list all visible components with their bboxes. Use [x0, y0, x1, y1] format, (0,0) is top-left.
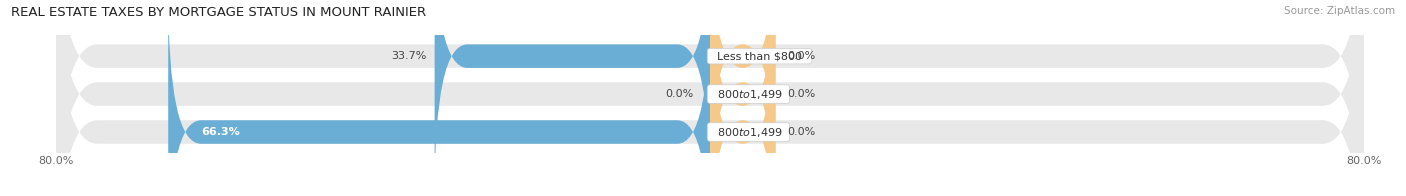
FancyBboxPatch shape: [56, 0, 1364, 196]
FancyBboxPatch shape: [169, 0, 710, 196]
Text: REAL ESTATE TAXES BY MORTGAGE STATUS IN MOUNT RAINIER: REAL ESTATE TAXES BY MORTGAGE STATUS IN …: [11, 6, 426, 19]
FancyBboxPatch shape: [434, 0, 710, 196]
Text: Source: ZipAtlas.com: Source: ZipAtlas.com: [1284, 6, 1395, 16]
Text: $800 to $1,499: $800 to $1,499: [710, 88, 787, 101]
Text: $800 to $1,499: $800 to $1,499: [710, 125, 787, 139]
Text: 0.0%: 0.0%: [665, 89, 693, 99]
FancyBboxPatch shape: [710, 0, 776, 196]
FancyBboxPatch shape: [710, 0, 776, 196]
FancyBboxPatch shape: [710, 0, 776, 196]
FancyBboxPatch shape: [56, 0, 1364, 196]
Text: 66.3%: 66.3%: [201, 127, 239, 137]
Text: Less than $800: Less than $800: [710, 51, 808, 61]
FancyBboxPatch shape: [56, 0, 1364, 196]
Text: 0.0%: 0.0%: [787, 51, 815, 61]
Text: 0.0%: 0.0%: [787, 89, 815, 99]
Text: 33.7%: 33.7%: [391, 51, 426, 61]
Text: 0.0%: 0.0%: [787, 127, 815, 137]
